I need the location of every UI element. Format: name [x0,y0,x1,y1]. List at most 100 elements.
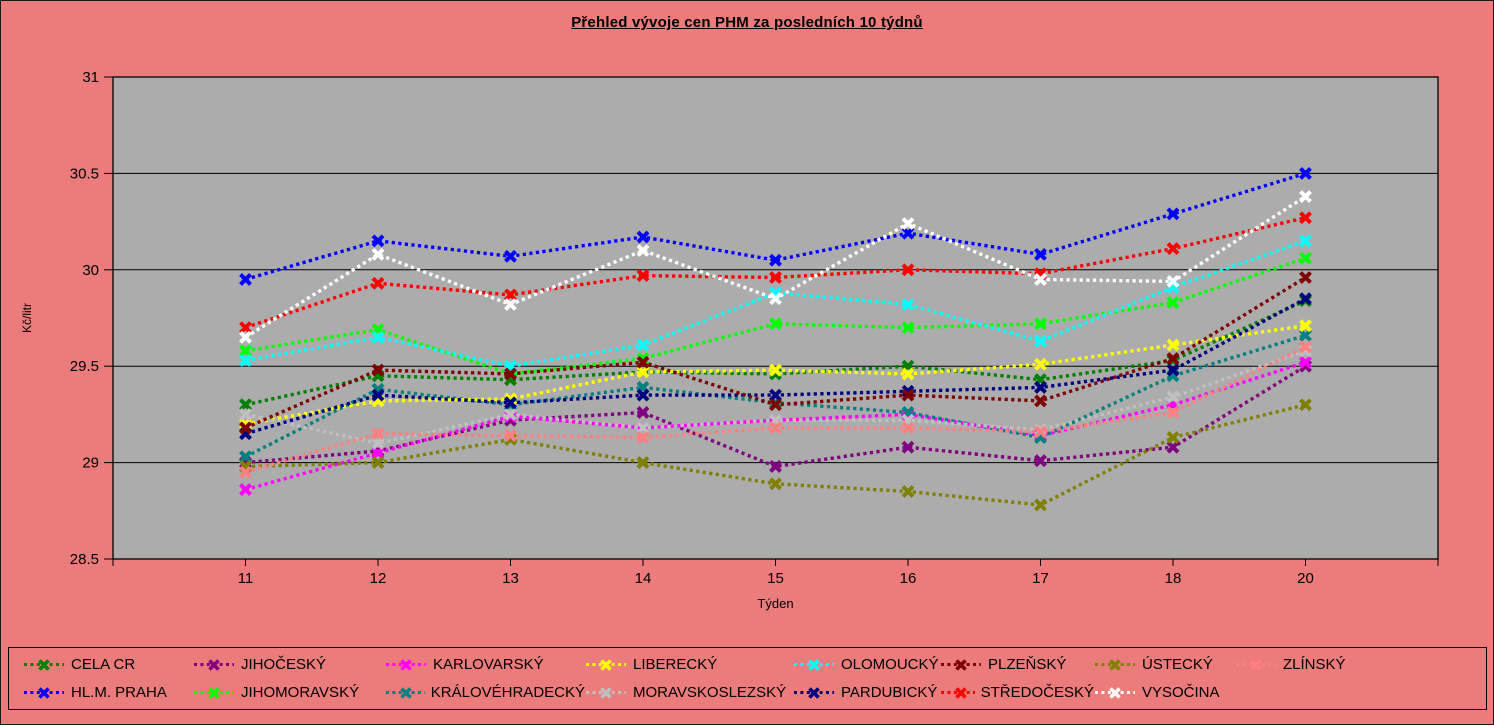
marker-x-icon [1034,498,1047,512]
y-tick-label: 28.5 [70,551,99,568]
marker-x-icon [239,483,252,497]
marker-x-icon [504,396,517,410]
marker-x-icon [371,388,385,402]
marker-x-icon [1299,234,1312,248]
marker-x-icon [1034,357,1047,371]
marker-x-icon [1299,292,1312,306]
marker-x-icon [636,269,650,282]
legend-item-olomouck-: OLOMOUCKÝ [793,656,940,673]
legend-label: VYSOČINA [1142,683,1220,701]
x-tick-label: 15 [767,570,784,587]
marker-x-icon [1166,431,1180,444]
marker-x-icon [636,244,650,257]
marker-x-icon [901,388,915,402]
legend-marker-icon [794,686,834,699]
marker-x-icon [1166,338,1180,352]
legend-marker-icon [1236,659,1276,672]
marker-x-icon [1166,207,1180,221]
series-hl-m-praha [239,166,1312,286]
marker-x-icon [901,226,915,240]
marker-x-icon [239,330,252,344]
marker-x-icon [769,460,782,473]
marker-x-icon [1299,398,1312,412]
legend-label: OLOMOUCKÝ [841,656,939,674]
marker-x-icon [371,276,385,290]
y-tick-label: 30.5 [70,165,99,182]
legend-label: PLZEŇSKÝ [988,656,1067,674]
x-tick-label: 14 [635,570,652,587]
marker-x-icon [769,317,782,331]
legend-item-plze-sk-: PLZEŇSKÝ [940,656,1094,673]
legend-label: KRÁLOVÉHRADECKÝ [430,683,585,701]
marker-x-icon [1166,274,1180,288]
marker-x-icon [1034,273,1047,286]
x-tick-label: 20 [1297,570,1314,587]
marker-x-icon [239,321,252,335]
x-tick-label: 16 [900,570,917,587]
marker-x-icon [636,355,650,369]
legend-item-hl-m-praha: HL.M. PRAHA [23,684,193,701]
legend-marker-icon [24,686,64,699]
legend-marker-icon [941,686,975,699]
legend-item-libereck-: LIBERECKÝ [585,656,793,673]
x-tick-label: 11 [238,570,254,587]
marker-x-icon [504,288,517,302]
legend-item-st-edo-esk-: STŘEDOČESKÝ [940,684,1094,701]
legend-item-vyso-ina: VYSOČINA [1094,684,1235,701]
marker-x-icon [901,298,915,311]
marker-x-icon [1299,166,1312,180]
marker-x-icon [371,427,385,441]
chart-title: Přehled vývoje cen PHM za posledních 10 … [571,14,923,31]
y-axis-title: Kč/litr [20,303,34,333]
marker-x-icon [1299,271,1312,284]
marker-x-icon [1166,406,1180,419]
marker-x-icon [1034,454,1047,468]
marker-x-icon [1166,296,1180,309]
marker-x-icon [636,365,650,379]
legend-marker-icon [1095,659,1135,672]
legend-label: ÚSTECKÝ [1142,656,1213,674]
legend-item-cela-cr: CELA CR [23,656,193,673]
marker-x-icon [1034,425,1047,439]
legend-label: KARLOVARSKÝ [433,656,544,674]
legend-marker-icon [586,686,626,699]
legend-label: JIHOMORAVSKÝ [241,683,360,701]
marker-x-icon [239,344,252,358]
marker-x-icon [1166,440,1180,454]
marker-x-icon [239,273,252,286]
legend-item--steck-: ÚSTECKÝ [1094,656,1235,673]
x-tick-label: 18 [1165,570,1182,587]
marker-x-icon [504,407,517,421]
marker-x-icon [636,456,650,470]
marker-x-icon [769,253,782,267]
marker-x-icon [1299,211,1312,225]
marker-x-icon [1299,190,1312,203]
marker-x-icon [239,407,252,421]
series-jihomoravsk- [239,251,1312,381]
marker-x-icon [1166,390,1180,404]
marker-x-icon [769,271,782,284]
marker-x-icon [769,388,782,402]
series-olomouck- [239,234,1312,373]
marker-x-icon [1034,247,1047,261]
legend-item-kr-lov-hradeck-: KRÁLOVÉHRADECKÝ [385,684,585,701]
marker-x-icon [769,292,782,306]
marker-x-icon [371,330,385,344]
marker-x-icon [901,421,915,435]
y-tick-label: 29 [82,455,99,472]
marker-x-icon [769,477,782,491]
legend-marker-icon [386,686,425,699]
marker-x-icon [636,338,650,352]
legend-marker-icon [24,659,64,672]
y-tick-label: 31 [82,69,99,86]
marker-x-icon [1034,334,1047,348]
legend-label: STŘEDOČESKÝ [980,683,1094,701]
legend-label: MORAVSKOSLEZSKÝ [633,683,787,701]
marker-x-icon [1299,328,1312,342]
plot-border [112,76,1439,560]
marker-x-icon [239,354,252,367]
marker-x-icon [1166,363,1180,377]
legend-label: LIBERECKÝ [633,656,718,674]
x-tick-label: 13 [502,570,519,587]
